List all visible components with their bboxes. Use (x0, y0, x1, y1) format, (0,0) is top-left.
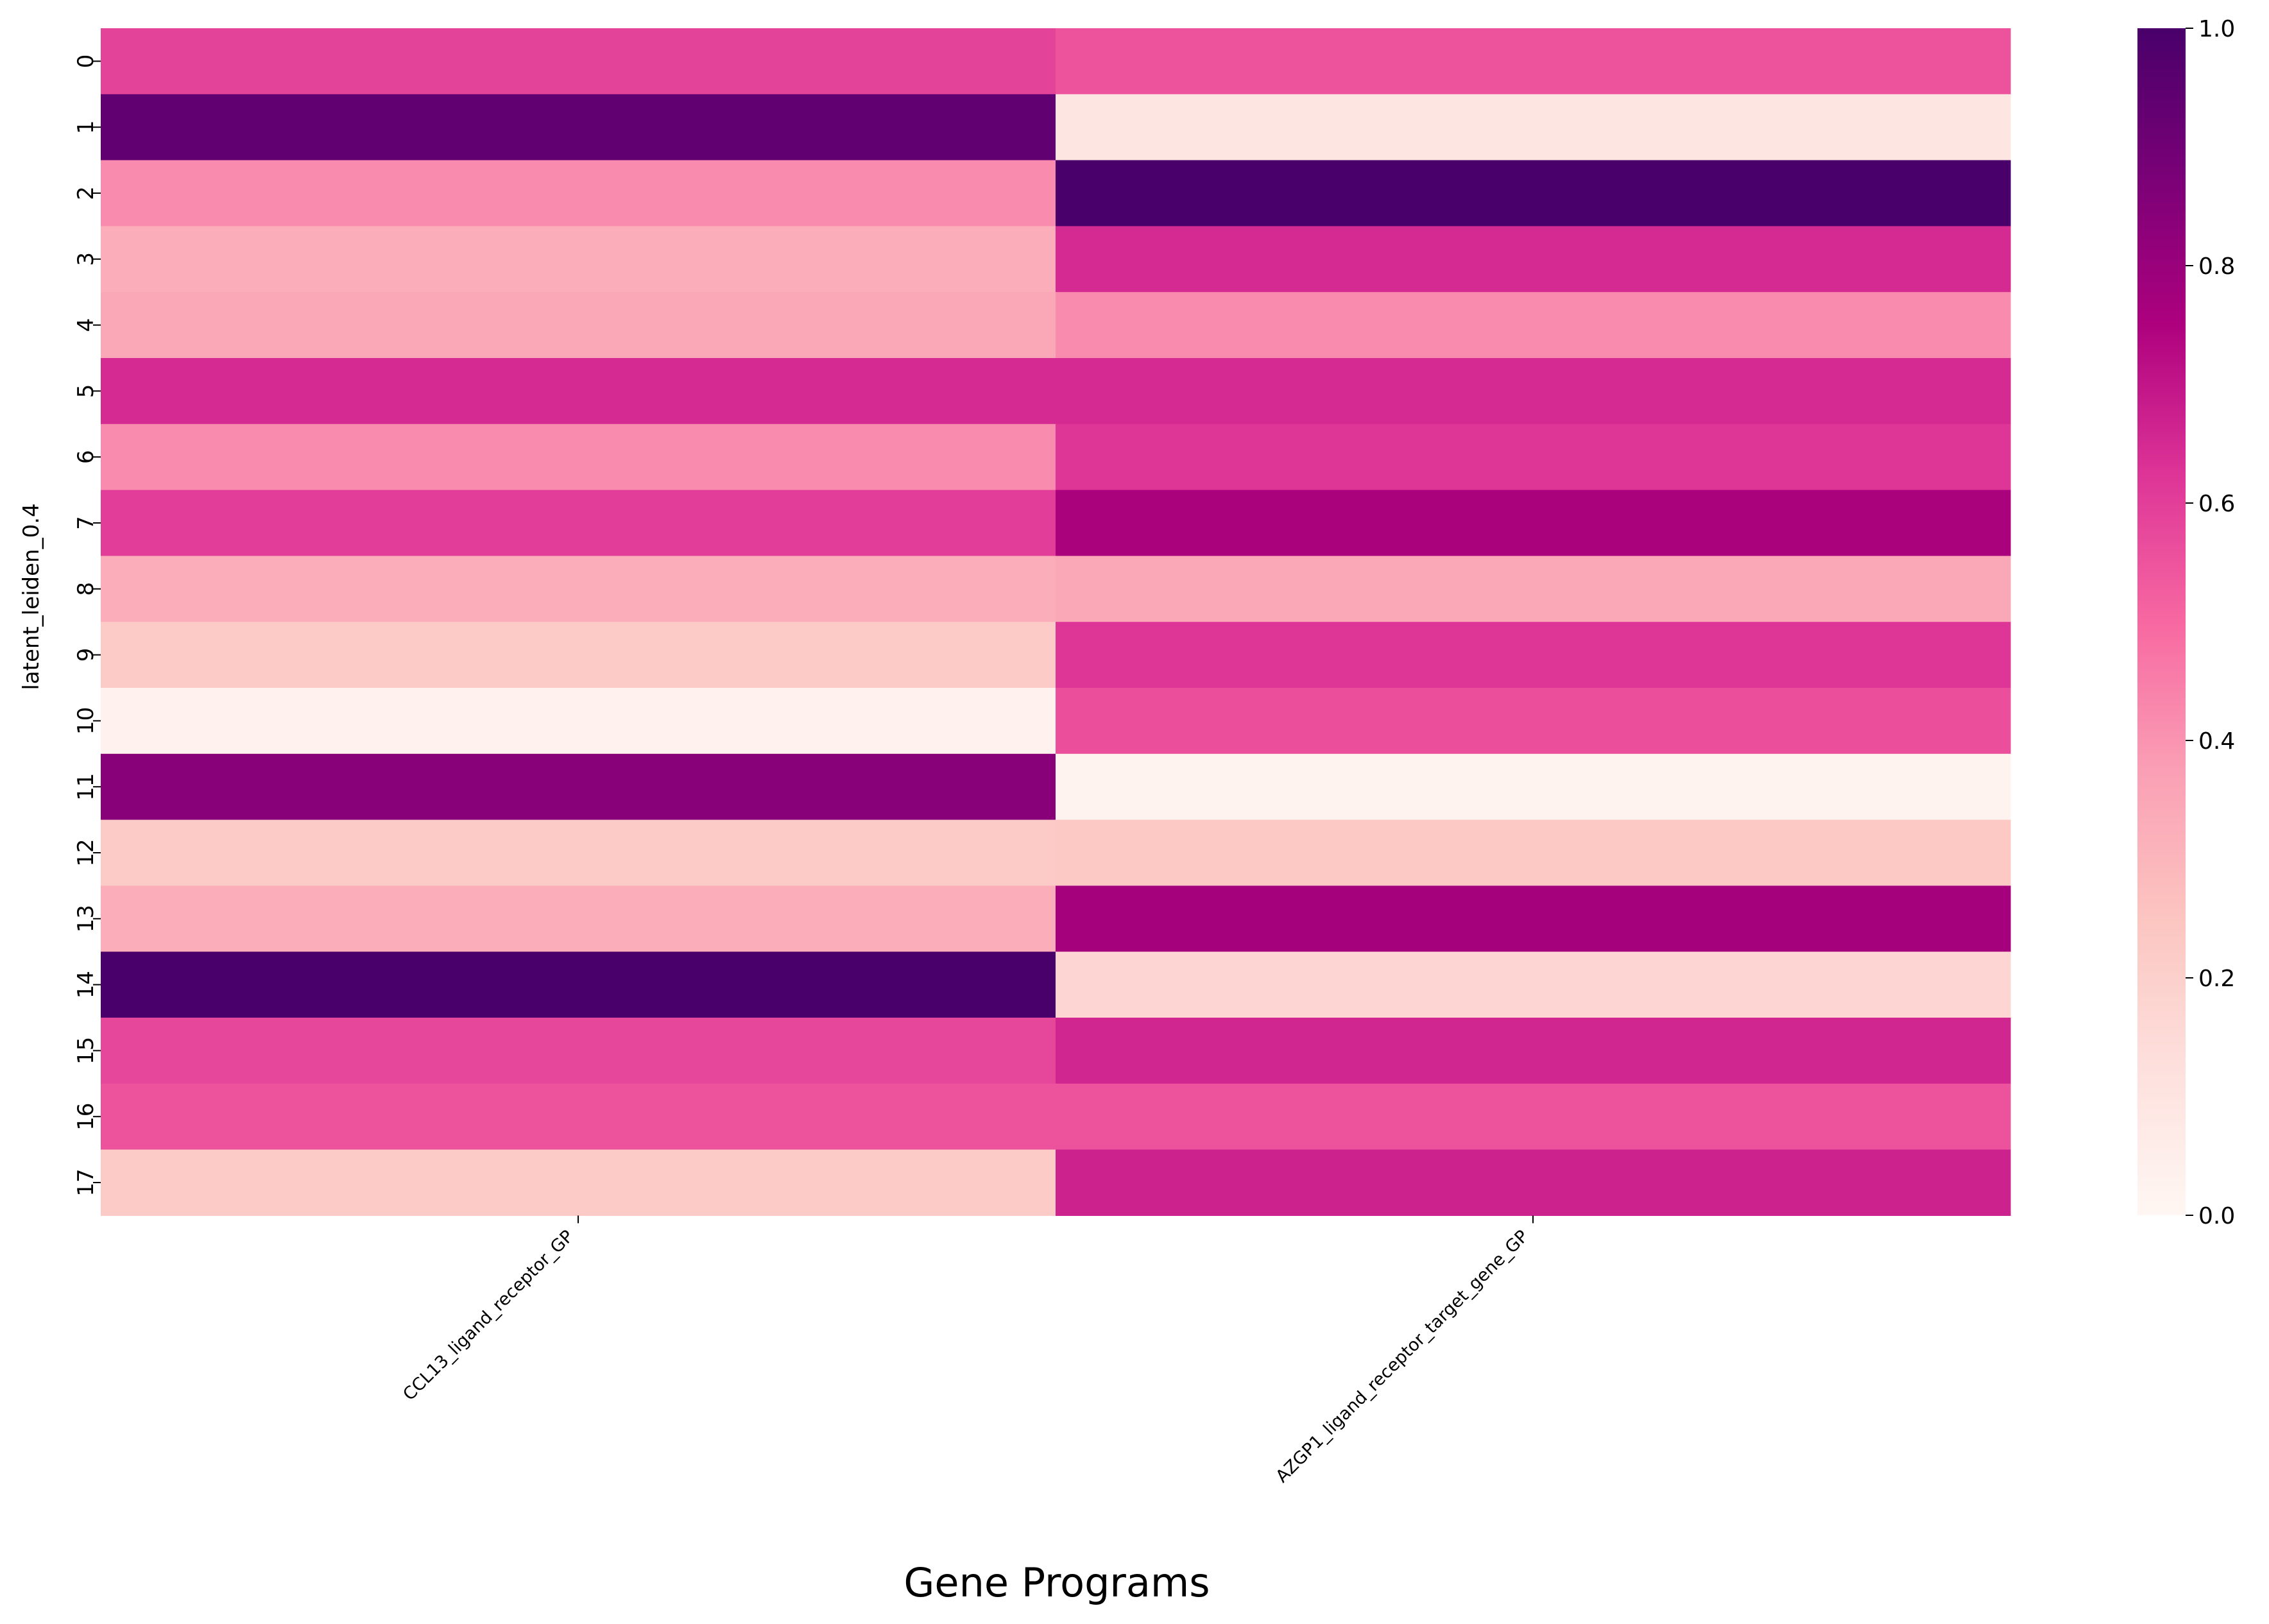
heatmap-cell (1056, 885, 2011, 952)
heatmap-cell (1056, 556, 2011, 622)
heatmap-cell (101, 1149, 1056, 1216)
y-tick-label: 12 (73, 839, 99, 866)
heatmap-cell (101, 753, 1056, 821)
heatmap-cell (1056, 688, 2011, 755)
heatmap-cell (1056, 819, 2011, 886)
y-tick-label: 4 (73, 318, 99, 332)
y-tick-label: 5 (73, 384, 99, 398)
heatmap-cell (101, 28, 1056, 95)
y-tick-label: 14 (73, 971, 99, 998)
heatmap-cell (101, 226, 1056, 293)
heatmap-cell (1056, 160, 2011, 227)
y-tick-label: 8 (73, 582, 99, 596)
heatmap-cell (101, 160, 1056, 227)
heatmap-cell (101, 423, 1056, 491)
colorbar-tick-label: 1.0 (2198, 16, 2235, 42)
heatmap-cell (101, 885, 1056, 952)
x-axis-label: Gene Programs (903, 1559, 1210, 1606)
heatmap-cell (101, 490, 1056, 556)
colorbar-tick-label: 0.0 (2198, 1203, 2235, 1229)
heatmap-cell (1056, 423, 2011, 491)
heatmap-cell (101, 292, 1056, 359)
x-axis-ticks: CCL13_ligand_receptor_GP AZGP1_ligand_rec… (399, 1215, 1534, 1487)
y-tick-label: 6 (73, 450, 99, 464)
colorbar-tick-label: 0.2 (2198, 966, 2235, 992)
colorbar (2137, 28, 2186, 1215)
y-tick-label: 7 (73, 516, 99, 530)
x-tick-label: AZGP1_ligand_receptor_target_gene_GP (1272, 1226, 1532, 1487)
heatmap-cell (101, 688, 1056, 755)
heatmap-cells (101, 28, 2011, 1216)
heatmap-cell (1056, 94, 2011, 161)
y-tick-label: 11 (73, 773, 99, 801)
heatmap-cell (101, 1018, 1056, 1084)
y-tick-label: 0 (73, 55, 99, 69)
heatmap-cell (101, 1083, 1056, 1150)
heatmap-cell (1056, 490, 2011, 556)
y-tick-label: 13 (73, 905, 99, 932)
heatmap-cell (1056, 28, 2011, 95)
heatmap-cell (101, 358, 1056, 425)
heatmap-cell (1056, 1083, 2011, 1150)
colorbar-tick-label: 0.4 (2198, 728, 2235, 755)
y-tick-label: 10 (73, 707, 99, 735)
heatmap-cell (101, 556, 1056, 622)
heatmap-cell (1056, 753, 2011, 821)
heatmap-cell (1056, 226, 2011, 293)
heatmap-cell (101, 952, 1056, 1018)
colorbar-tick-label: 0.6 (2198, 491, 2235, 517)
heatmap-cell (1056, 292, 2011, 359)
colorbar-ticks: 0.0 0.2 0.4 0.6 0.8 1.0 (2186, 16, 2235, 1229)
colorbar-tick-label: 0.8 (2198, 253, 2235, 280)
heatmap-cell (101, 94, 1056, 161)
y-tick-label: 16 (73, 1103, 99, 1131)
y-tick-label: 15 (73, 1037, 99, 1064)
y-tick-label: 2 (73, 186, 99, 200)
y-tick-label: 3 (73, 252, 99, 266)
heatmap-cell (101, 622, 1056, 688)
heatmap-cell (1056, 622, 2011, 688)
heatmap-cell (1056, 1018, 2011, 1084)
heatmap-cell (1056, 358, 2011, 425)
y-tick-label: 9 (73, 648, 99, 662)
y-tick-label: 17 (73, 1168, 99, 1196)
heatmap-cell (1056, 952, 2011, 1018)
x-tick-label: CCL13_ligand_receptor_GP (399, 1226, 578, 1405)
y-tick-label: 1 (73, 120, 99, 134)
heatmap-cell (101, 819, 1056, 886)
y-axis-label: latent_leiden_0.4 (19, 503, 44, 690)
heatmap-cell (1056, 1149, 2011, 1216)
